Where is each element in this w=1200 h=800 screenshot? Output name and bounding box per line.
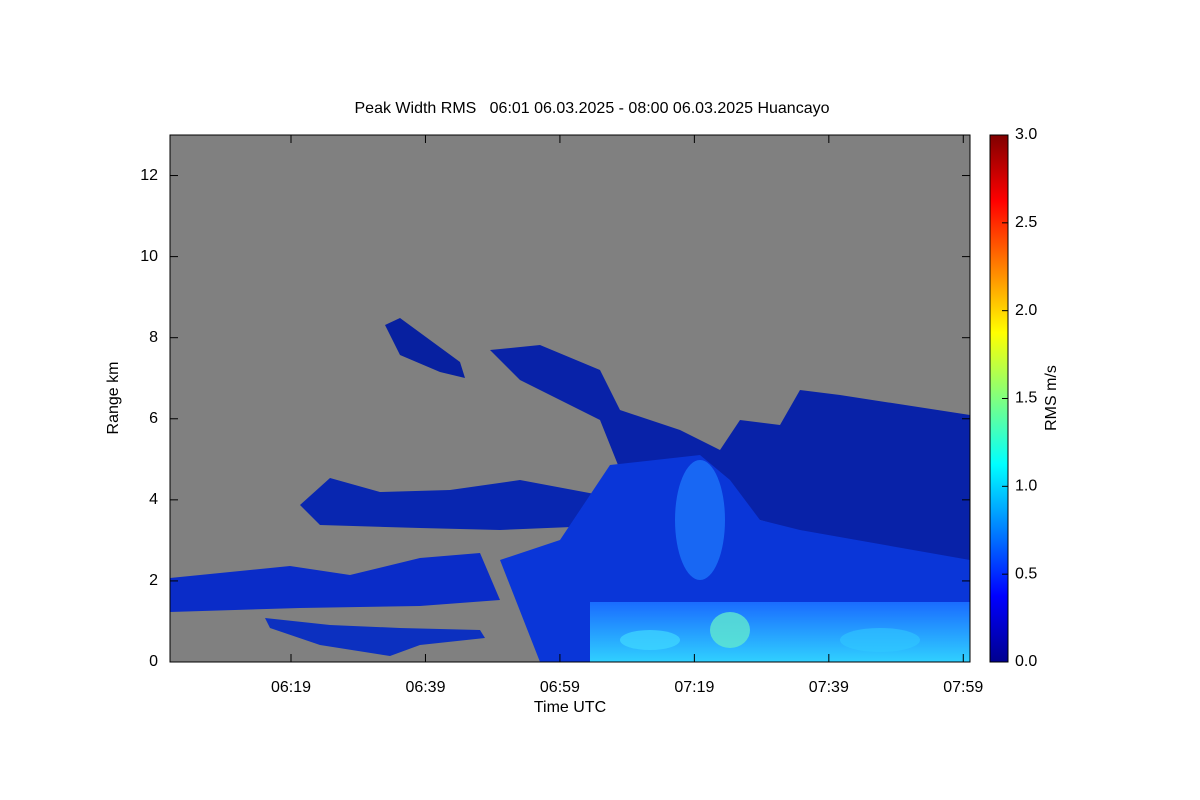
y-tick-label: 8 <box>149 329 158 346</box>
x-axis-label: Time UTC <box>534 699 606 716</box>
y-tick-label: 2 <box>149 572 158 589</box>
x-tick-label: 06:19 <box>271 679 311 696</box>
x-tick-label: 07:59 <box>943 679 983 696</box>
y-tick-label: 0 <box>149 653 158 670</box>
colorbar-label: RMS m/s <box>1043 365 1060 431</box>
chart-title: Peak Width RMS 06:01 06.03.2025 - 08:00 … <box>355 100 830 117</box>
y-axis-label: Range km <box>105 362 122 435</box>
y-tick-label: 10 <box>140 248 158 265</box>
colorbar-tick-label: 3.0 <box>1015 126 1037 143</box>
x-tick-label: 06:39 <box>405 679 445 696</box>
colorbar-tick-label: 1.0 <box>1015 478 1037 495</box>
colorbar-tick-label: 2.0 <box>1015 302 1037 319</box>
plot-frame <box>169 134 971 663</box>
y-tick-label: 4 <box>149 491 158 508</box>
y-tick-label: 12 <box>140 167 158 184</box>
x-tick-label: 07:19 <box>674 679 714 696</box>
colorbar-tick-label: 1.5 <box>1015 390 1037 407</box>
x-tick-label: 06:59 <box>540 679 580 696</box>
colorbar-tick-label: 2.5 <box>1015 214 1037 231</box>
echo-field <box>170 318 970 662</box>
y-tick-label: 6 <box>149 410 158 427</box>
x-tick-label: 07:39 <box>809 679 849 696</box>
colorbar-tick-label: 0.0 <box>1015 653 1037 670</box>
colorbar-tick-label: 0.5 <box>1015 565 1037 582</box>
